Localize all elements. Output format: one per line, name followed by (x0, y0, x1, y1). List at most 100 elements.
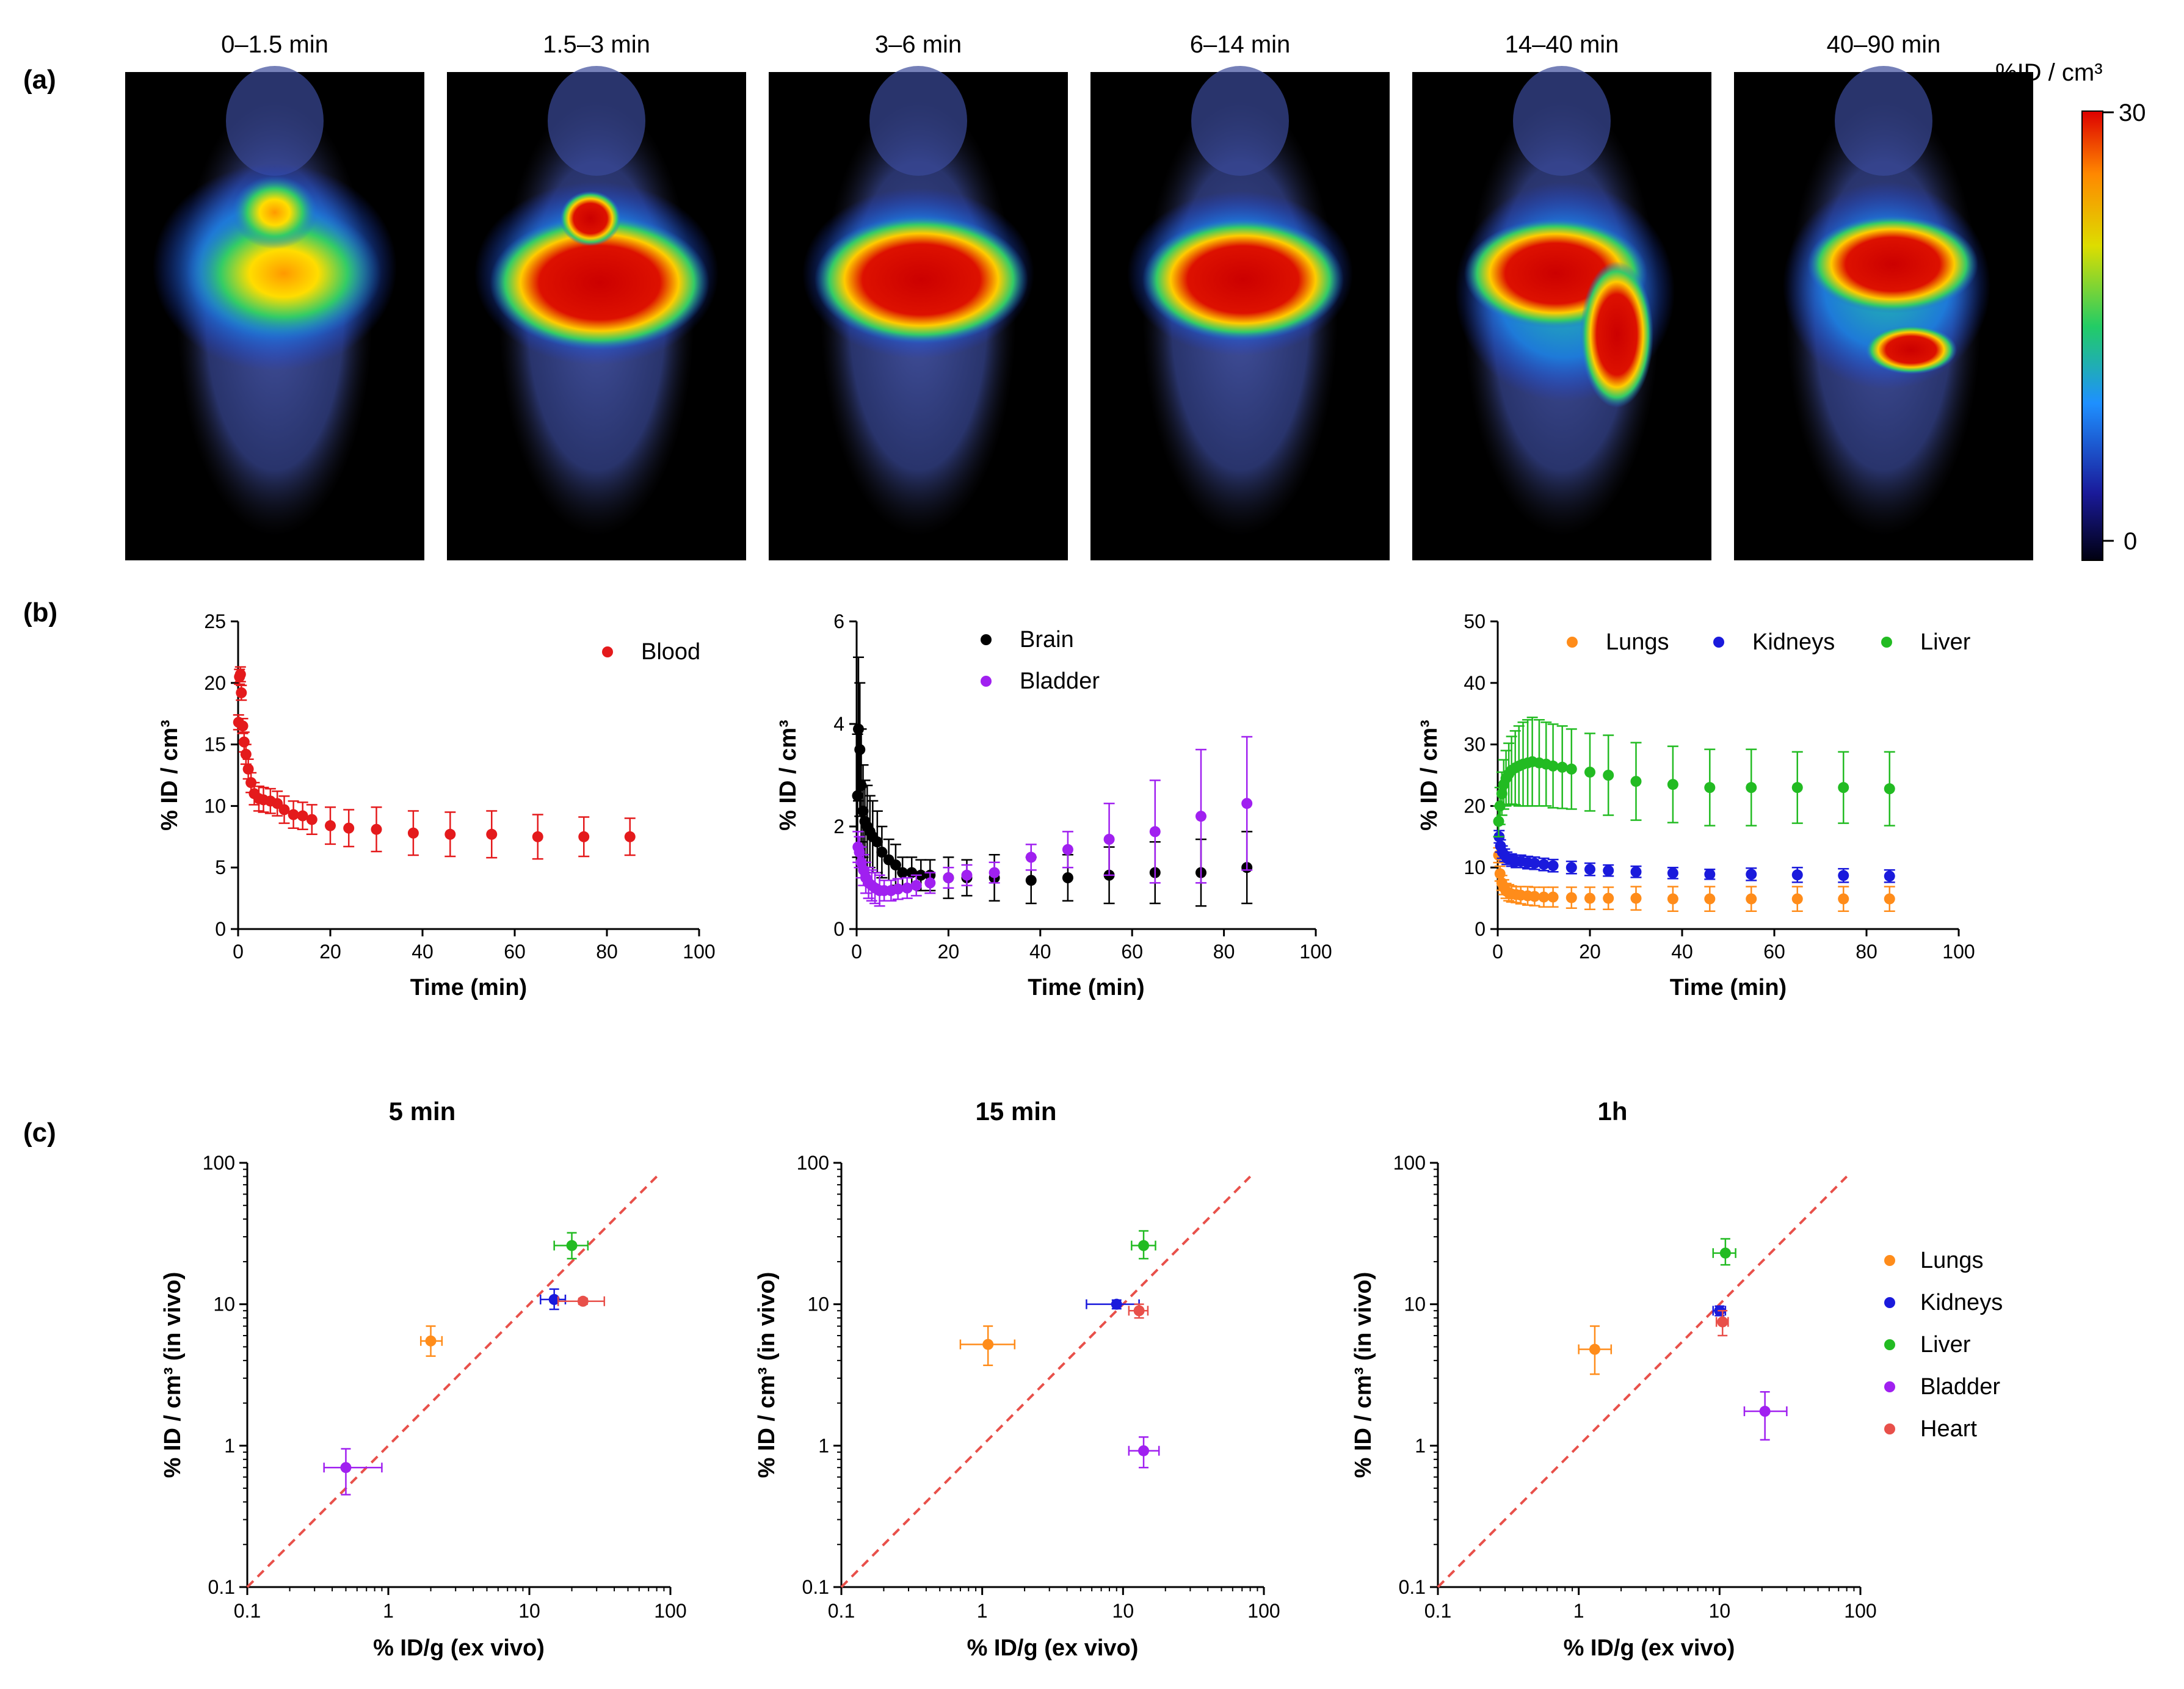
x-tick-label: 0 (851, 941, 862, 963)
data-point-bladder (1138, 1445, 1150, 1456)
data-point-liver (1791, 782, 1803, 794)
data-point-kidneys (1538, 859, 1550, 870)
chart-title: 5 min (389, 1097, 456, 1126)
legend-marker-kidneys (1713, 637, 1724, 648)
tracer-uptake-region (814, 215, 1028, 344)
x-tick-label: 60 (1763, 941, 1785, 963)
y-tick-label: 0 (1475, 918, 1486, 940)
pet-frame-2: 1.5–3 min (447, 31, 746, 560)
x-tick-label: 20 (319, 941, 341, 963)
legend-label-liver: Liver (1920, 629, 1971, 655)
chart-correlation-1h: 1h 0.1 1 10 100 0.1 1 10 100 % ID/g (ex vivo) % ID… (1351, 1097, 2003, 1661)
x-tick-label: 1 (383, 1600, 394, 1622)
x-axis-title: Time (min) (1028, 975, 1144, 1000)
y-tick-label: 100 (1393, 1152, 1426, 1174)
y-tick-label: 6 (833, 610, 844, 632)
data-point-bladder (1241, 798, 1253, 809)
y-tick-label: 40 (1464, 672, 1486, 694)
x-tick-label: 20 (938, 941, 960, 963)
tracer-uptake-region (186, 206, 382, 341)
y-tick-label: 0.1 (802, 1576, 829, 1598)
point-group-lungs (1578, 1325, 1613, 1375)
y-axis-title: % ID / cm³ (157, 720, 183, 831)
legend-label-lungs: Lungs (1920, 1248, 1984, 1273)
x-axis-title: % ID/g (ex vivo) (373, 1635, 545, 1661)
data-point-kidneys (1565, 862, 1577, 873)
y-tick-label: 0 (215, 918, 226, 940)
data-point-brain (1025, 875, 1037, 886)
y-tick-label: 10 (1464, 856, 1486, 878)
data-point-kidneys (1529, 858, 1540, 869)
tracer-uptake-region (1807, 215, 1978, 313)
data-point-brain (871, 836, 883, 848)
series-bladder (852, 736, 1253, 907)
chart-correlation-5min: 5 min 0.1 1 10 100 0.1 1 10 100 % ID/g (ex vivo)%… (160, 1097, 687, 1661)
data-point-liver (1496, 788, 1507, 800)
data-point-brain (876, 847, 888, 858)
point-group-lungs (419, 1325, 443, 1357)
point-group-heart (1128, 1303, 1149, 1319)
y-tick-label: 100 (797, 1152, 829, 1174)
data-point-blood (444, 828, 456, 840)
data-point-lungs (1746, 893, 1757, 905)
x-tick-label: 1 (977, 1600, 988, 1622)
data-point-lungs (1538, 891, 1550, 903)
point-group-kidneys (540, 1288, 567, 1311)
y-tick-label: 20 (1464, 795, 1486, 817)
tracer-uptake-region (1142, 219, 1344, 341)
mouse-head-silhouette (1513, 66, 1611, 176)
legend-marker-lungs (1567, 637, 1578, 648)
legend-label-bladder: Bladder (1020, 668, 1100, 694)
tracer-uptake-region (232, 176, 317, 249)
series-blood (233, 666, 636, 860)
y-tick-label: 15 (204, 734, 226, 756)
y-tick-label: 100 (203, 1152, 235, 1174)
data-point-blood (234, 668, 246, 680)
x-tick-label: 100 (1299, 941, 1332, 963)
x-tick-label: 10 (1112, 1600, 1134, 1622)
data-point-kidneys (1667, 867, 1678, 879)
data-point-lungs (1589, 1344, 1600, 1355)
x-tick-label: 100 (683, 941, 715, 963)
data-point-lungs (1667, 893, 1678, 905)
data-point-kidneys (1884, 870, 1895, 882)
data-point-kidneys (1584, 864, 1595, 875)
data-point-heart (577, 1295, 589, 1307)
colorbar: %ID / cm³ 30 0 (1995, 59, 2146, 561)
y-tick-label: 1 (224, 1434, 235, 1456)
legend-label-bladder: Bladder (1920, 1374, 2000, 1400)
data-point-blood (288, 809, 299, 820)
x-axis-title: % ID/g (ex vivo) (967, 1635, 1139, 1661)
point-group-bladder (1743, 1391, 1788, 1441)
data-point-lungs (1884, 893, 1895, 905)
data-point-brain (890, 859, 901, 870)
x-tick-label: 0 (1492, 941, 1503, 963)
tracer-uptake-region (560, 191, 621, 246)
data-point-blood (236, 687, 247, 698)
data-point-kidneys (1111, 1298, 1122, 1310)
data-point-blood (532, 831, 543, 842)
chart-title: 15 min (975, 1097, 1056, 1126)
data-point-liver (1138, 1240, 1150, 1251)
legend-marker-liver (1884, 1339, 1895, 1350)
data-point-lungs (1630, 892, 1642, 904)
pet-frame-1: 0–1.5 min (125, 31, 424, 560)
y-tick-label: 25 (204, 610, 226, 632)
pet-frame-title: 3–6 min (875, 31, 962, 58)
data-point-bladder (901, 882, 913, 894)
tracer-uptake-region (490, 215, 709, 350)
x-tick-label: 60 (504, 941, 526, 963)
point-group-heart (1715, 1310, 1729, 1337)
x-tick-label: 100 (1844, 1600, 1876, 1622)
mouse-head-silhouette (1191, 66, 1289, 176)
legend-marker-heart (1884, 1423, 1895, 1434)
chart-brain-bladder-kinetics: 0 20 40 60 80 100 0 2 4 6 Time (min) % ID / cm³ Brai… (775, 610, 1332, 1000)
tracer-uptake-region (1580, 261, 1653, 408)
mouse-head-silhouette (548, 66, 645, 176)
legend-marker-liver (1881, 637, 1892, 648)
legend-marker-bladder (1884, 1381, 1895, 1392)
data-point-kidneys (1603, 865, 1614, 877)
x-tick-label: 80 (596, 941, 618, 963)
legend-label-liver: Liver (1920, 1332, 1971, 1358)
